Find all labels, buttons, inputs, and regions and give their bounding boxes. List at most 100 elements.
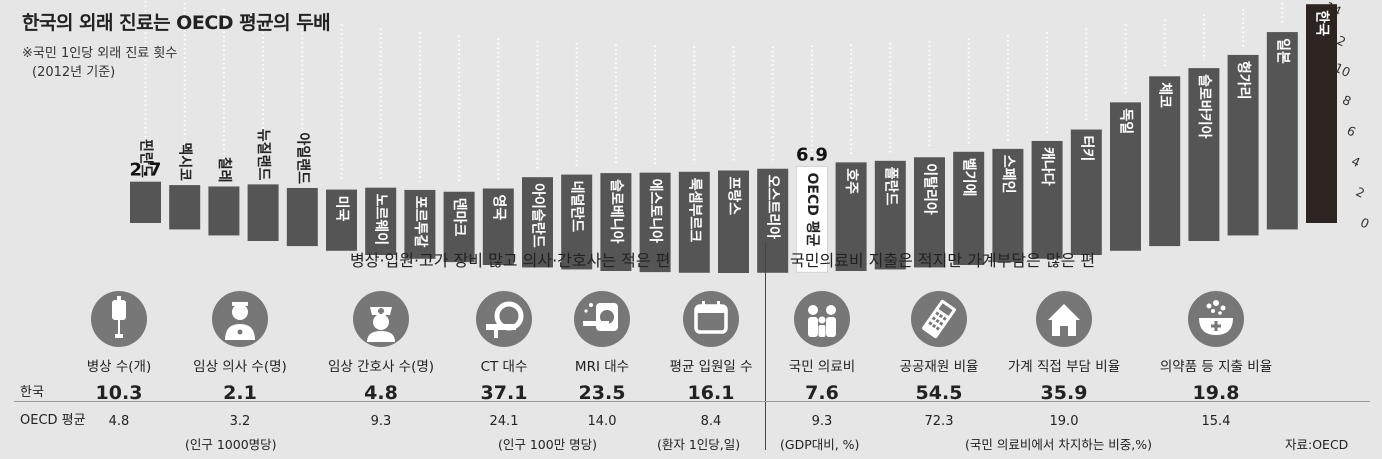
category-label-터키: 터키 <box>1078 136 1094 162</box>
category-label-뉴질랜드: 뉴질랜드 <box>255 129 272 181</box>
y-tick-label: 2 <box>1354 184 1368 201</box>
bar-OECD 평균 <box>796 166 828 273</box>
nurse-icon <box>353 291 409 347</box>
indicator-9: 가계 직접 부담 비율 35.9 19.0 <box>979 291 1149 429</box>
category-label-에스토니아: 에스토니아 <box>647 179 664 244</box>
category-label-한국: 한국 <box>1314 10 1330 36</box>
iv-drip-icon <box>91 291 147 347</box>
value-label-OECD 평균: 6.9 <box>796 145 828 166</box>
bar-오스트리아 <box>757 168 789 273</box>
category-label-체코: 체코 <box>1157 82 1173 108</box>
category-label-칠레: 칠레 <box>216 157 233 183</box>
chart-note: ※국민 1인당 외래 진료 횟수 (2012년 기준) <box>22 44 177 82</box>
bar-아일랜드 <box>286 187 318 247</box>
oecd-value: 9.3 <box>811 414 833 429</box>
category-label-폴란드: 폴란드 <box>882 167 899 206</box>
bar-룩셈부르크 <box>678 171 710 273</box>
indicator-label: CT 대수 <box>480 359 528 375</box>
category-label-슬로바키아: 슬로바키아 <box>1196 74 1213 139</box>
bar-슬로베니아 <box>600 173 632 271</box>
value-label-한국: 14.3 <box>1299 0 1343 3</box>
category-label-일본: 일본 <box>1274 38 1290 64</box>
oecd-value: 14.0 <box>587 414 617 429</box>
mortar-pill-icon <box>1188 291 1244 347</box>
source-note: 자료:OECD <box>1285 437 1349 452</box>
indicator-label: 가계 직접 부담 비율 <box>1007 359 1121 375</box>
oecd-value: 24.1 <box>489 414 519 429</box>
category-label-아일랜드: 아일랜드 <box>294 132 311 184</box>
korea-value: 23.5 <box>578 382 626 404</box>
unit-per-patient: (환자 1인당,일) <box>657 437 741 452</box>
oecd-value: 19.0 <box>1049 414 1079 429</box>
indicator-label: MRI 대수 <box>574 359 630 375</box>
bars <box>130 4 1337 273</box>
korea-value: 35.9 <box>1040 382 1088 404</box>
category-label-네덜란드: 네덜란드 <box>569 181 586 233</box>
bar-터키 <box>1070 129 1102 255</box>
category-label-덴마크: 덴마크 <box>451 198 467 237</box>
bar-핀란드 <box>130 181 161 223</box>
family-icon <box>794 291 850 347</box>
bar-덴마크 <box>443 191 475 263</box>
bar-헝가리 <box>1227 54 1259 236</box>
ct-scanner-icon <box>476 291 532 347</box>
category-label-아이슬란드: 아이슬란드 <box>530 183 547 248</box>
bar-캐나다 <box>1031 140 1063 259</box>
calculator-icon <box>911 291 967 347</box>
indicator-3: 임상 간호사 수(명) 4.8 9.3 <box>296 291 466 429</box>
note-line-2: (2012년 기준) <box>32 65 116 80</box>
bar-폴란드 <box>874 160 906 270</box>
bar-독일 <box>1110 102 1141 251</box>
category-label-포르투갈: 포르투갈 <box>412 196 428 248</box>
indicator-4: CT 대수 37.1 24.1 <box>419 291 589 429</box>
bar-호주 <box>835 162 867 271</box>
korea-value: 4.8 <box>364 382 398 404</box>
bar-프랑스 <box>718 170 749 273</box>
category-label-OECD 평균: OECD 평균 <box>804 173 821 247</box>
indicator-label: 평균 입원일 수 <box>669 359 753 375</box>
y-tick-label: 6 <box>1345 123 1359 140</box>
indicator-label: 임상 간호사 수(명) <box>327 359 435 375</box>
indicator-label: 공공재원 비율 <box>899 359 979 375</box>
value-label-핀란드: 2.7 <box>130 160 162 181</box>
bar-뉴질랜드 <box>247 184 279 241</box>
bar-이탈리아 <box>914 157 945 268</box>
category-label-핀란드: 핀란드 <box>138 139 155 178</box>
korea-value: 54.5 <box>915 382 963 404</box>
unit-per-million: (인구 100만 명당) <box>498 437 598 452</box>
house-icon <box>1036 291 1092 347</box>
category-label-캐나다: 캐나다 <box>1039 147 1055 186</box>
row-label-oecd: OECD 평균 <box>20 413 86 428</box>
bar-체코 <box>1149 76 1181 247</box>
unit-share: (국민 의료비에서 차지하는 비중,%) <box>965 437 1153 452</box>
doctor-icon <box>212 291 268 347</box>
oecd-value: 72.3 <box>924 414 954 429</box>
indicator-6: 평균 입원일 수 16.1 8.4 <box>626 291 796 429</box>
korea-value: 10.3 <box>95 382 143 404</box>
category-label-슬로베니아: 슬로베니아 <box>608 179 625 244</box>
category-label-룩셈부르크: 룩셈부르크 <box>686 178 703 243</box>
y-tick-label: 0 <box>1358 214 1372 231</box>
korea-value: 16.1 <box>687 382 735 404</box>
korea-value: 37.1 <box>480 382 528 404</box>
bar-일본 <box>1266 32 1298 230</box>
indicator-label: 병상 수(개) <box>86 359 152 375</box>
indicator-label: 임상 의사 수(명) <box>193 359 287 375</box>
indicator-7: 국민 의료비 7.6 9.3 <box>737 291 907 429</box>
indicator-label: 의약품 등 지출 비율 <box>1159 359 1273 375</box>
oecd-value: 8.4 <box>700 414 722 429</box>
category-label-프랑스: 프랑스 <box>726 176 742 215</box>
category-label-미국: 미국 <box>334 196 350 222</box>
unit-per-1000: (인구 1000명당) <box>185 437 277 452</box>
category-label-스페인: 스페인 <box>1000 155 1017 194</box>
section-right-title: 국민의료비 지출은 적지만 가계부담은 많은 편 <box>790 251 1096 270</box>
category-label-영국: 영국 <box>490 195 507 221</box>
y-tick-label: 4 <box>1349 153 1363 170</box>
bar-스페인 <box>992 148 1024 263</box>
unit-gdp: (GDP대비, %) <box>780 437 860 452</box>
indicator-8: 공공재원 비율 54.5 72.3 <box>854 291 1024 429</box>
category-label-독일: 독일 <box>1118 108 1134 134</box>
bar-에스토니아 <box>639 172 671 273</box>
bar-한국 <box>1306 4 1337 223</box>
